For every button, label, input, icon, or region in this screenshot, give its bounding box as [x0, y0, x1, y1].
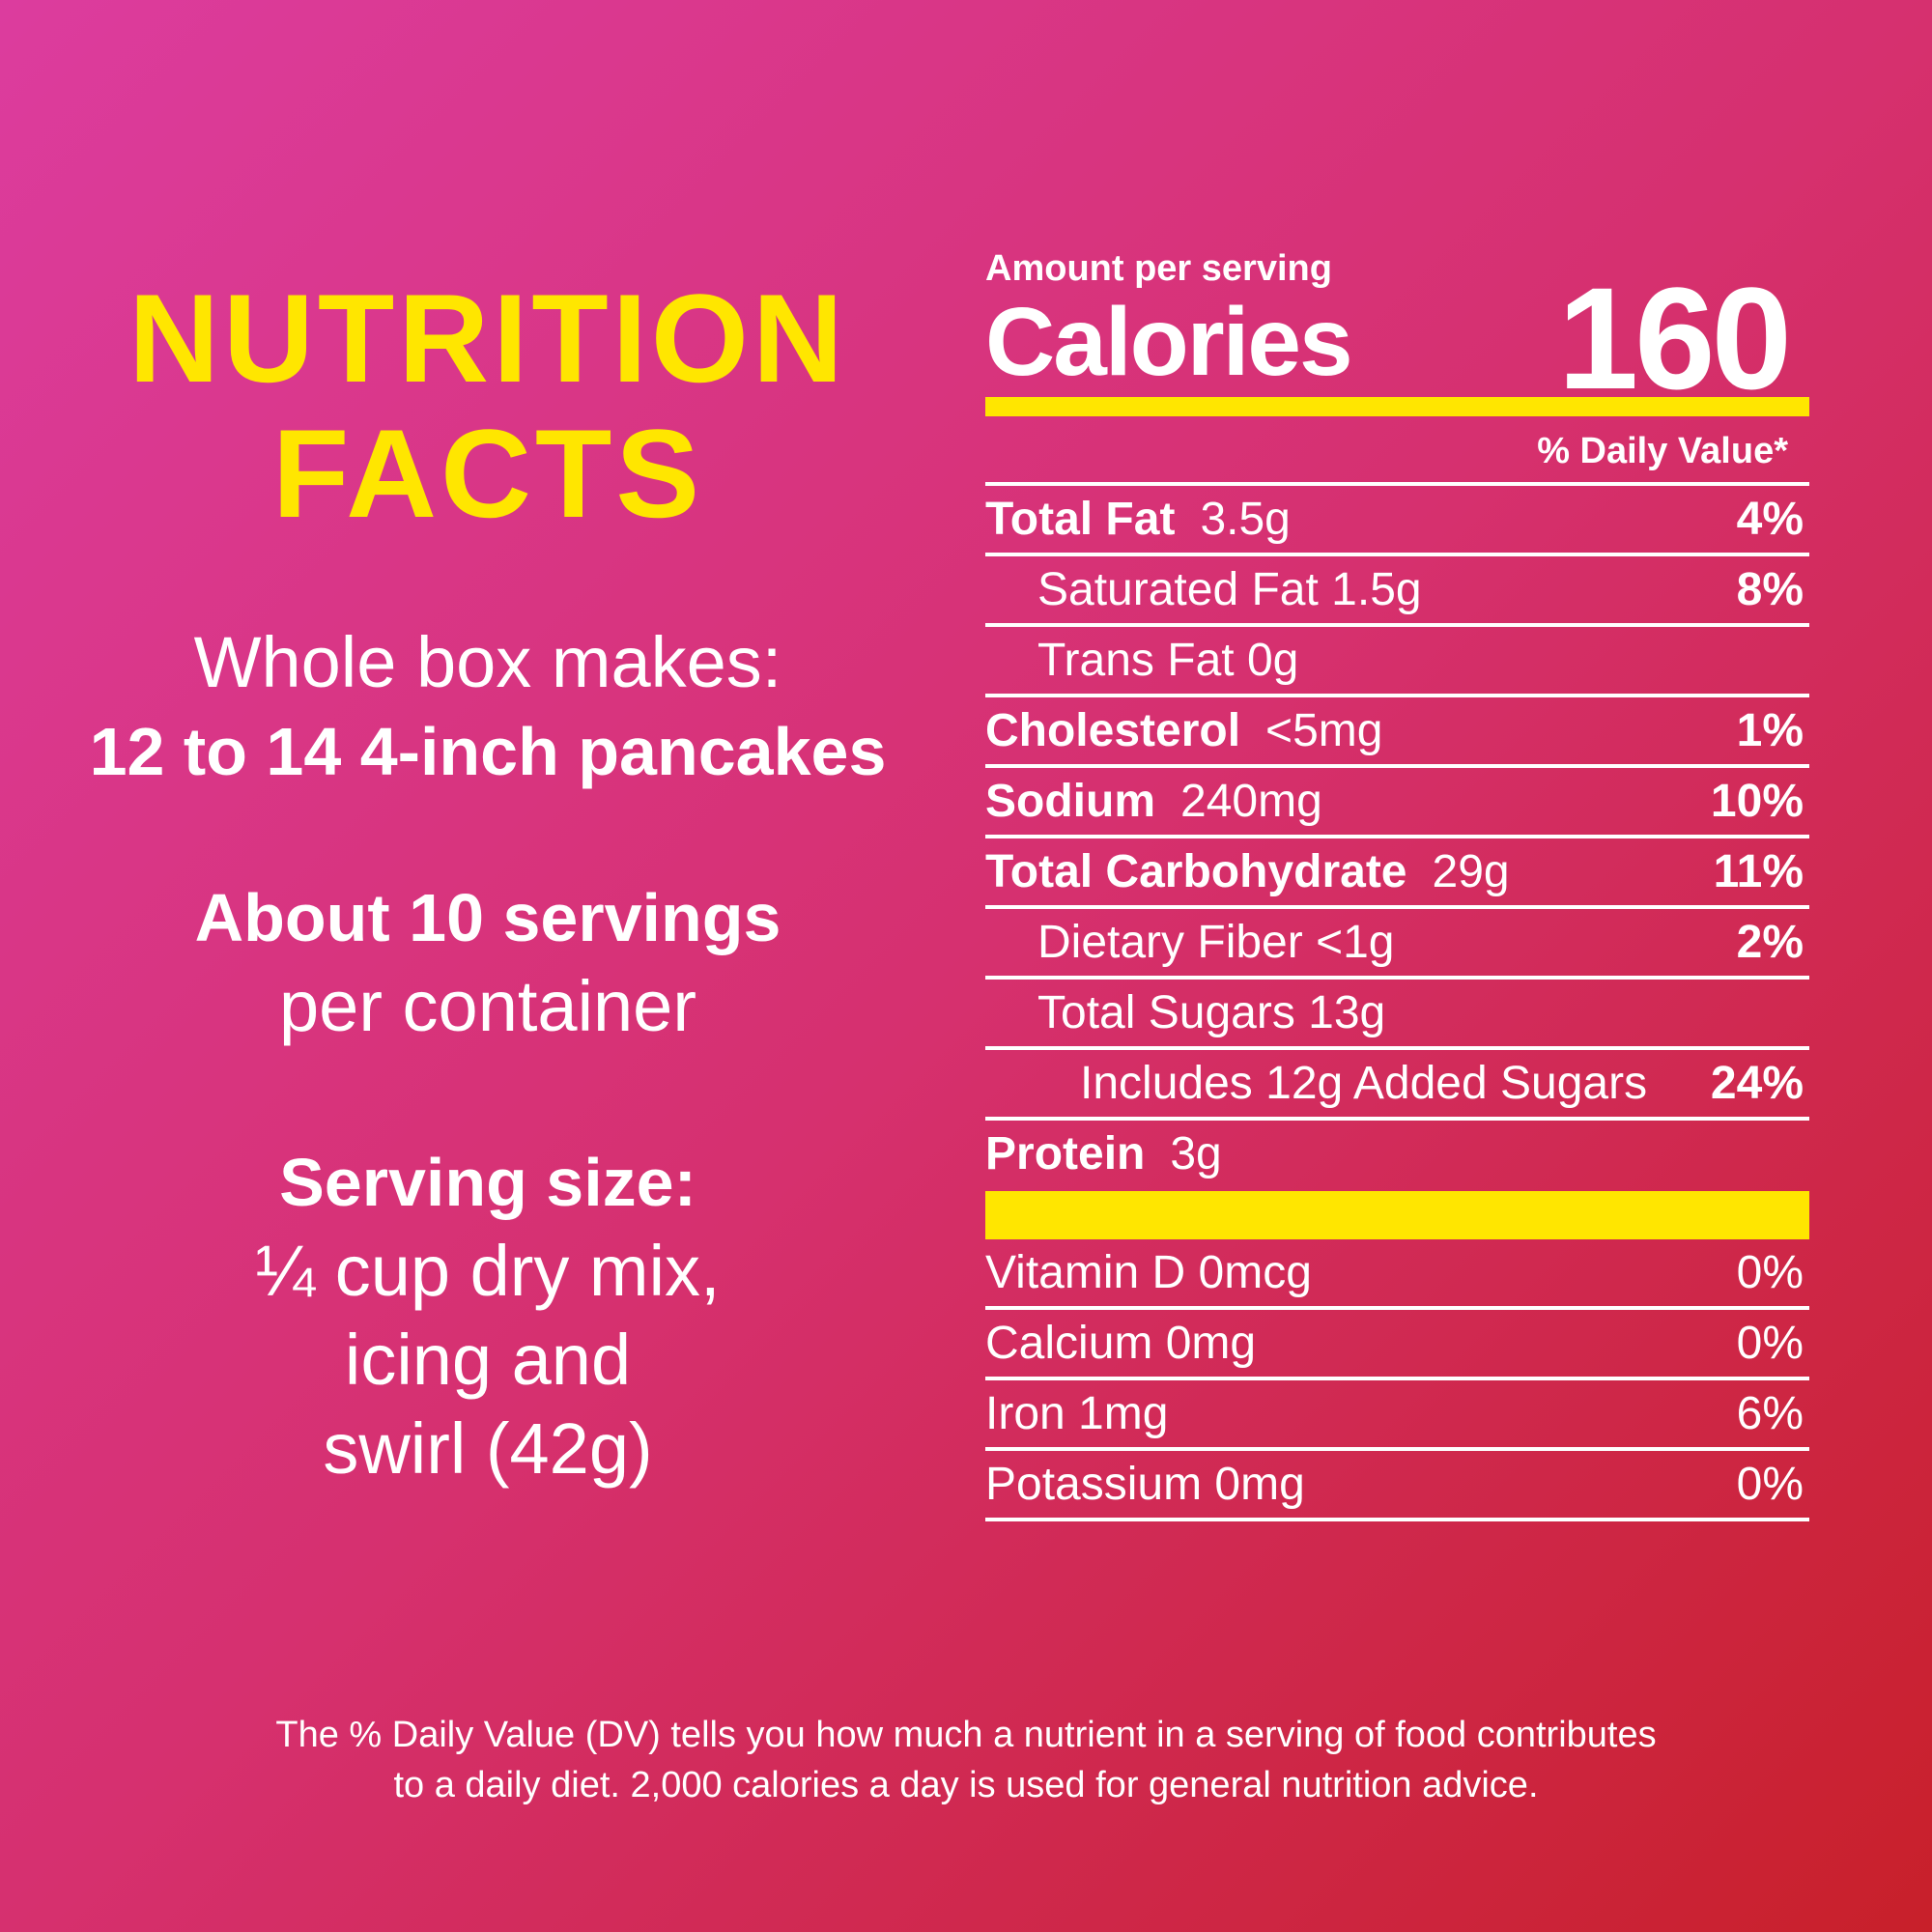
nutrient-row-protein: Protein 3g	[985, 1121, 1809, 1191]
nutrient-name: Total Carbohydrate	[985, 846, 1407, 897]
serving-size-line-1: ¼ cup dry mix,	[255, 1231, 721, 1311]
nutrition-facts-title: NUTRITION FACTS	[0, 270, 976, 541]
nutrition-panel: Amount per serving Calories 160 % Daily …	[985, 246, 1809, 1521]
nutrient-name: Total Sugars 13g	[1037, 987, 1386, 1038]
vitamin-pct: 0%	[1736, 1459, 1804, 1510]
nutrient-pct: 11%	[1713, 846, 1804, 897]
nutrient-amount: 3.5g	[1200, 494, 1291, 545]
title-line-2: FACTS	[271, 403, 704, 544]
serving-size-line-3: swirl (42g)	[323, 1408, 653, 1489]
serving-size-label: Serving size:	[279, 1145, 696, 1220]
box-makes-value: 12 to 14 4-inch pancakes	[89, 714, 887, 789]
vitamin-row-iron: Iron 1mg 6%	[985, 1380, 1809, 1451]
vitamin-name: Iron 1mg	[985, 1388, 1169, 1439]
nutrient-pct: 4%	[1736, 494, 1804, 545]
vitamin-pct: 0%	[1736, 1318, 1804, 1369]
vitamin-name: Vitamin D 0mcg	[985, 1247, 1312, 1298]
serving-size-line-2: icing and	[344, 1320, 632, 1400]
vitamin-pct: 0%	[1736, 1247, 1804, 1298]
nutrient-name: Protein	[985, 1128, 1146, 1179]
vitamin-pct: 6%	[1736, 1388, 1804, 1439]
calories-row: Calories 160	[985, 266, 1809, 411]
nutrient-amount: <5mg	[1265, 705, 1383, 756]
nutrient-row-cholesterol: Cholesterol <5mg 1%	[985, 697, 1809, 768]
nutrient-pct: 2%	[1736, 917, 1804, 968]
nutrient-row-saturated-fat: Saturated Fat 1.5g 8%	[985, 556, 1809, 627]
calories-value: 160	[1557, 257, 1792, 419]
calories-label: Calories	[985, 288, 1353, 396]
nutrient-amount: 29g	[1432, 846, 1510, 897]
nutrient-amount: 240mg	[1180, 776, 1322, 827]
nutrient-name: Trans Fat 0g	[1037, 635, 1299, 686]
title-line-1: NUTRITION	[128, 268, 847, 409]
amount-per-serving-label: Amount per serving	[985, 248, 1332, 289]
nutrient-name: Cholesterol	[985, 705, 1241, 756]
vitamin-name: Potassium 0mg	[985, 1459, 1305, 1510]
nutrient-pct: 8%	[1736, 564, 1804, 615]
servings-count: About 10 servings	[194, 880, 781, 955]
nutrient-pct: 10%	[1710, 776, 1804, 827]
servings-per-container: per container	[279, 966, 696, 1046]
footnote-line-2: to a daily diet. 2,000 calories a day is…	[393, 1765, 1539, 1805]
nutrient-row-total-sugars: Total Sugars 13g	[985, 980, 1809, 1050]
nutrient-name: Includes 12g Added Sugars	[1080, 1058, 1648, 1109]
nutrient-row-dietary-fiber: Dietary Fiber <1g 2%	[985, 909, 1809, 980]
nutrient-row-sodium: Sodium 240mg 10%	[985, 768, 1809, 838]
nutrient-name: Dietary Fiber <1g	[1037, 917, 1395, 968]
daily-value-footnote: The % Daily Value (DV) tells you how muc…	[0, 1710, 1932, 1810]
vitamin-row-vitamin-d: Vitamin D 0mcg 0%	[985, 1239, 1809, 1310]
nutrient-row-trans-fat: Trans Fat 0g	[985, 627, 1809, 697]
calories-divider	[985, 397, 1809, 416]
nutrient-row-added-sugars: Includes 12g Added Sugars 24%	[985, 1050, 1809, 1121]
nutrient-pct: 1%	[1736, 705, 1804, 756]
nutrient-pct: 24%	[1710, 1058, 1804, 1109]
nutrient-row-total-fat: Total Fat 3.5g 4%	[985, 486, 1809, 556]
vitamin-row-calcium: Calcium 0mg 0%	[985, 1310, 1809, 1380]
box-makes-label: Whole box makes:	[193, 622, 782, 702]
footnote-line-1: The % Daily Value (DV) tells you how muc…	[275, 1715, 1657, 1755]
nutrient-name: Saturated Fat 1.5g	[1037, 564, 1422, 615]
nutrient-amount: 3g	[1170, 1128, 1222, 1179]
nutrient-name: Sodium	[985, 776, 1155, 827]
nutrient-name: Total Fat	[985, 494, 1176, 545]
serving-info: NUTRITION FACTS Whole box makes: 12 to 1…	[0, 270, 976, 1493]
vitamins-divider	[985, 1191, 1809, 1239]
nutrient-row-total-carbohydrate: Total Carbohydrate 29g 11%	[985, 838, 1809, 909]
vitamin-row-potassium: Potassium 0mg 0%	[985, 1451, 1809, 1521]
daily-value-header: % Daily Value*	[985, 416, 1809, 486]
vitamin-name: Calcium 0mg	[985, 1318, 1257, 1369]
